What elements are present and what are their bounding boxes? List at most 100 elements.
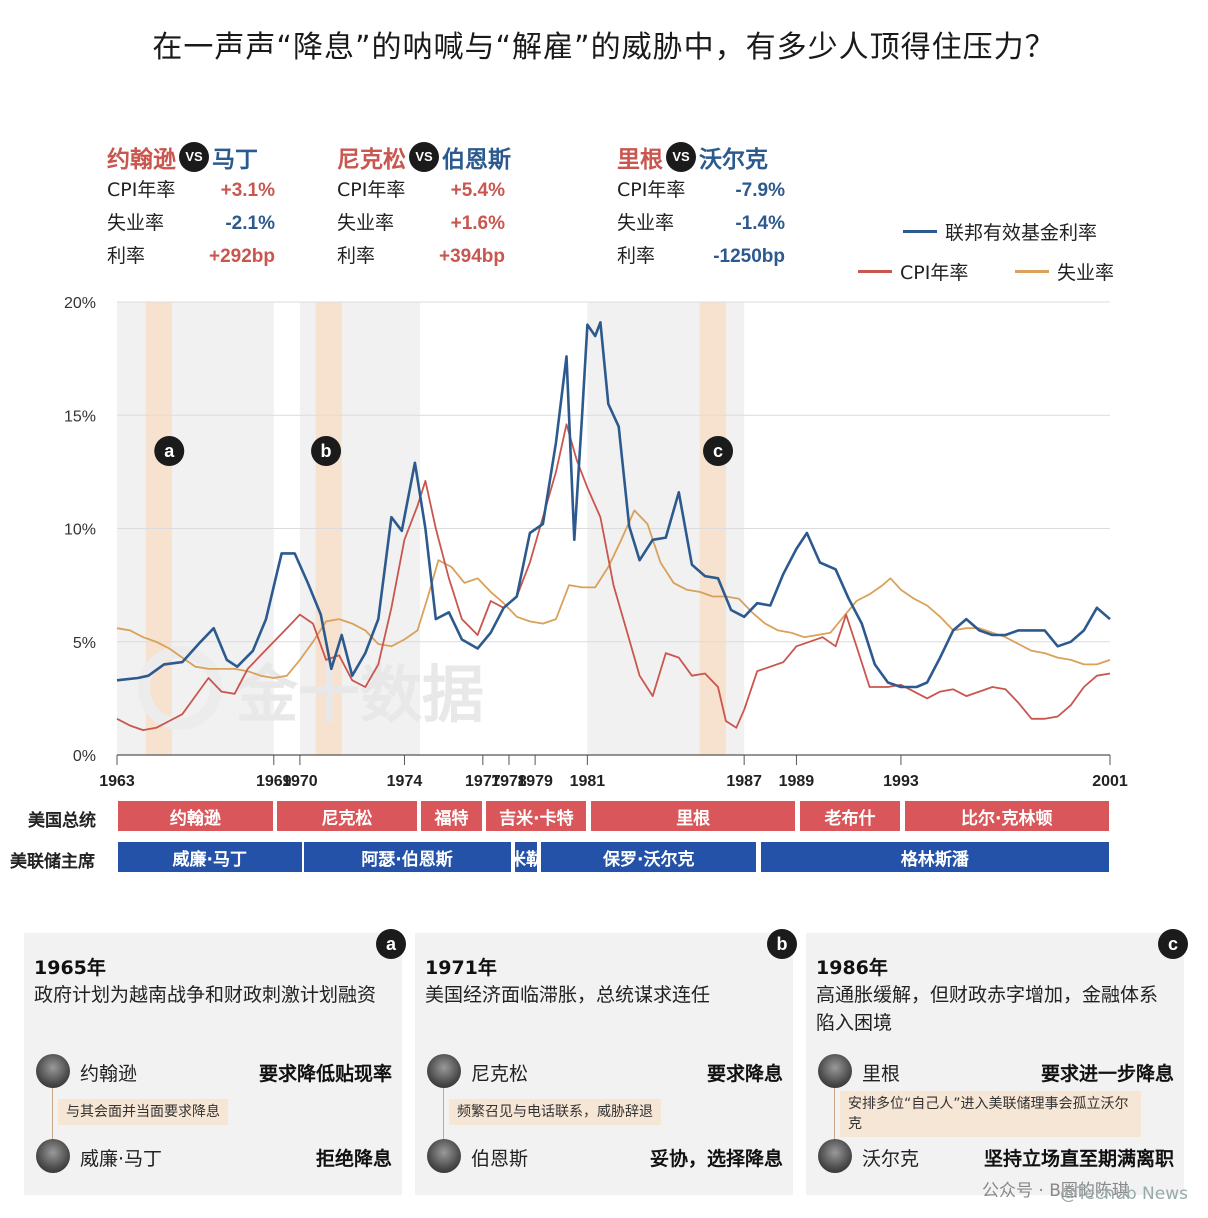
vs-row-label: CPI年率 <box>107 179 176 201</box>
panel-tag: c <box>1158 929 1188 959</box>
marker-c-label: c <box>713 441 723 461</box>
legend-swatch <box>1015 270 1049 273</box>
president-action: 要求进一步降息 <box>1040 1063 1174 1085</box>
x-tick-label: 1993 <box>883 773 919 790</box>
y-tick-label: 10% <box>64 522 96 539</box>
vs-row-unemployment: 失业率 -1.4% <box>617 207 785 240</box>
vs-row-rate: 利率 +292bp <box>107 240 275 273</box>
legend-swatch <box>903 230 937 233</box>
vs-row-label: 失业率 <box>107 212 165 234</box>
vs-row-unemployment: 失业率 +1.6% <box>337 207 505 240</box>
president-avatar <box>427 1054 461 1088</box>
vs-row-cpi: CPI年率 +3.1% <box>107 174 275 207</box>
marker-b-label: b <box>321 441 332 461</box>
panel-description: 高通胀缓解，但财政赤字增加，金融体系陷入困境 <box>816 984 1159 1034</box>
connector-line <box>52 1073 53 1153</box>
vs-row-rate: 利率 +394bp <box>337 240 505 273</box>
x-tick-label: 1979 <box>517 773 553 790</box>
x-tick-label: 1989 <box>779 773 815 790</box>
vs-row-label: 利率 <box>617 245 656 267</box>
president-term-bar: 尼克松 <box>277 801 417 831</box>
panel-year: 1986年 <box>816 957 888 979</box>
panel-description: 美国经济面临滞胀，总统谋求连任 <box>425 984 711 1006</box>
president-action: 要求降低贴现率 <box>258 1063 392 1085</box>
vs-heading: 约翰逊 VS 马丁 <box>107 140 275 174</box>
watermark-logo-icon <box>138 646 222 730</box>
fed-chair-term-bar: 格林斯潘 <box>760 842 1109 872</box>
vs-row-value: +394bp <box>438 246 505 267</box>
y-tick-label: 15% <box>64 408 96 425</box>
vs-row-label: 利率 <box>107 245 146 267</box>
vs-row-value: -1250bp <box>713 246 785 267</box>
vs-fed-chair: 马丁 <box>212 146 258 173</box>
connector-line <box>834 1073 835 1153</box>
president-action: 要求降息 <box>706 1063 783 1085</box>
series-lines <box>116 321 1111 731</box>
vs-row-label: CPI年率 <box>337 179 406 201</box>
event-panel-b: b 1971年 美国经济面临滞胀，总统谋求连任 尼克松 要求降息 频繁召见与电话… <box>415 929 797 1195</box>
x-tick-label: 1969 <box>256 773 292 790</box>
fed-chair-name: 威廉·马丁 <box>80 1148 163 1170</box>
legend-label: 失业率 <box>1057 262 1115 284</box>
vs-president: 约翰逊 <box>107 146 176 173</box>
president-row-label: 美国总统 <box>28 811 96 831</box>
x-tick-label: 1977 <box>465 773 501 790</box>
fed-chair-name: 沃尔克 <box>862 1148 920 1170</box>
vs-badge: VS <box>666 142 696 172</box>
fed-chair-term-bar: 保罗·沃尔克 <box>541 842 757 872</box>
event-panel-a: a 1965年 政府计划为越南战争和财政刺激计划融资 约翰逊 要求降低贴现率 与… <box>24 929 406 1195</box>
president-term-bar: 老布什 <box>800 801 900 831</box>
legend-label: CPI年率 <box>900 262 969 284</box>
vs-fed-chair: 沃尔克 <box>699 146 768 173</box>
panel-year: 1971年 <box>425 957 497 979</box>
legend-swatch <box>858 270 892 273</box>
president-term-bar: 里根 <box>590 801 796 831</box>
vs-row-unemployment: 失业率 -2.1% <box>107 207 275 240</box>
chart-watermark: 金十数据 <box>138 646 484 731</box>
fed-chair-action: 坚持立场直至期满离职 <box>983 1148 1174 1170</box>
event-markers: a b c <box>154 436 734 466</box>
marker-b-badge <box>311 436 342 466</box>
connector-line <box>443 1073 444 1153</box>
y-tick-label: 20% <box>64 295 96 312</box>
vs-row-cpi: CPI年率 -7.9% <box>617 174 785 207</box>
president-avatar <box>36 1054 70 1088</box>
interaction-note: 安排多位“自己人”进入美联储理事会孤立沃尔克 <box>840 1091 1141 1137</box>
vs-row-cpi: CPI年率 +5.4% <box>337 174 505 207</box>
series-line-unemployment <box>116 509 1111 679</box>
footer-watermark-wechat: 公众号 · B圈的陈琪 <box>982 1181 1129 1201</box>
x-tick-label: 1970 <box>282 773 318 790</box>
x-tick-label: 2001 <box>1092 773 1128 790</box>
event-panel-c: c 1986年 高通胀缓解，但财政赤字增加，金融体系陷入困境 里根 要求进一步降… <box>806 929 1188 1195</box>
president-term-bar: 约翰逊 <box>118 801 273 831</box>
fed-chair-term-bar: 威廉·马丁 <box>118 842 302 872</box>
vs-row-value: +1.6% <box>450 213 505 234</box>
president-name: 里根 <box>862 1063 901 1085</box>
grid-lines <box>117 301 1110 756</box>
footer-watermark-techub: @Techub News <box>1060 1184 1188 1204</box>
y-tick-labels: 0% 5% 10% 15% 20% <box>64 295 96 765</box>
panel-tag: a <box>376 929 406 959</box>
legend-label: 联邦有效基金利率 <box>945 222 1098 244</box>
x-tick-label: 1974 <box>387 773 423 790</box>
vs-row-label: CPI年率 <box>617 179 686 201</box>
legend-unemployment: 失业率 <box>1015 258 1114 285</box>
vs-president: 尼克松 <box>337 146 406 173</box>
legend-cpi: CPI年率 <box>858 258 968 285</box>
fed-row-label: 美联储主席 <box>10 852 95 872</box>
president-term-bar: 比尔·克林顿 <box>904 801 1109 831</box>
fed-chair-term-bar: 阿瑟·伯恩斯 <box>303 842 511 872</box>
fed-chair-avatar <box>818 1139 852 1173</box>
vs-block-nixon-burns: 尼克松 VS 伯恩斯 CPI年率 +5.4% 失业率 +1.6% 利率 +394bp <box>337 140 511 273</box>
page-title: 在一声声“降息”的呐喊与“解雇”的威胁中，有多少人顶得住压力？ <box>152 30 1056 65</box>
marker-a-badge <box>154 436 185 466</box>
vs-president: 里根 <box>617 146 663 173</box>
panel-description: 政府计划为越南战争和财政刺激计划融资 <box>34 984 377 1006</box>
president-term-bar: 福特 <box>421 801 482 831</box>
president-name: 尼克松 <box>471 1063 529 1085</box>
vs-row-label: 失业率 <box>337 212 395 234</box>
y-tick-label: 5% <box>73 635 96 652</box>
vs-block-reagan-volcker: 里根 VS 沃尔克 CPI年率 -7.9% 失业率 -1.4% 利率 -1250bp <box>617 140 785 273</box>
vs-block-johnson-martin: 约翰逊 VS 马丁 CPI年率 +3.1% 失业率 -2.1% 利率 +292bp <box>107 140 275 273</box>
